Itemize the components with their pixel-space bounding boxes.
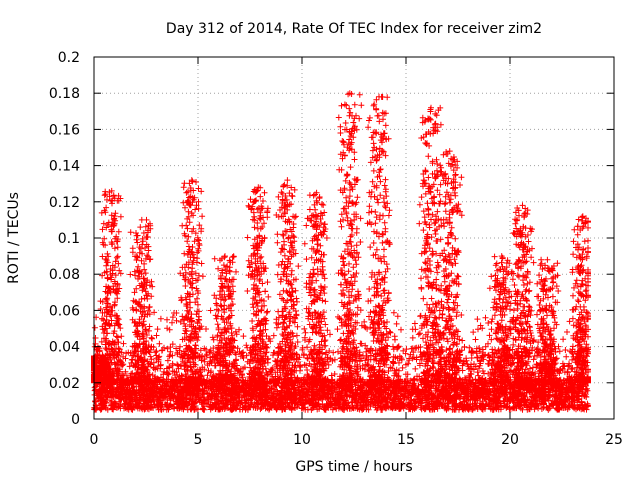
axis-ticks xyxy=(93,56,615,420)
x-axis-label: GPS time / hours xyxy=(295,459,412,475)
y-tick-label: 0.12 xyxy=(49,195,80,211)
y-tick-label: 0.18 xyxy=(49,86,80,102)
x-tick-label: 15 xyxy=(397,432,415,448)
x-tick-label: 10 xyxy=(293,432,311,448)
y-axis-label: ROTI / TECUs xyxy=(6,192,22,284)
x-tick-labels: 0 5 10 15 20 25 xyxy=(90,432,623,448)
data-points xyxy=(91,90,591,413)
y-tick-label: 0.08 xyxy=(49,267,80,283)
y-tick-label: 0.16 xyxy=(49,122,80,138)
y-tick-label: 0.1 xyxy=(58,231,80,247)
x-tick-label: 5 xyxy=(194,432,203,448)
y-tick-label: 0.2 xyxy=(58,50,80,66)
y-tick-label: 0.02 xyxy=(49,376,80,392)
x-tick-label: 0 xyxy=(90,432,99,448)
x-tick-label: 20 xyxy=(501,432,519,448)
y-tick-label: 0.04 xyxy=(49,340,80,356)
x-tick-label: 25 xyxy=(605,432,623,448)
y-tick-label: 0.06 xyxy=(49,303,80,319)
chart-title: Day 312 of 2014, Rate Of TEC Index for r… xyxy=(166,21,542,37)
y-tick-label: 0.14 xyxy=(49,159,80,175)
y-tick-labels: 0 0.02 0.04 0.06 0.08 0.1 0.12 0.14 0.16 0.18 0.2 xyxy=(49,50,80,428)
y-tick-label: 0 xyxy=(71,412,80,428)
roti-point-markers xyxy=(91,90,591,413)
